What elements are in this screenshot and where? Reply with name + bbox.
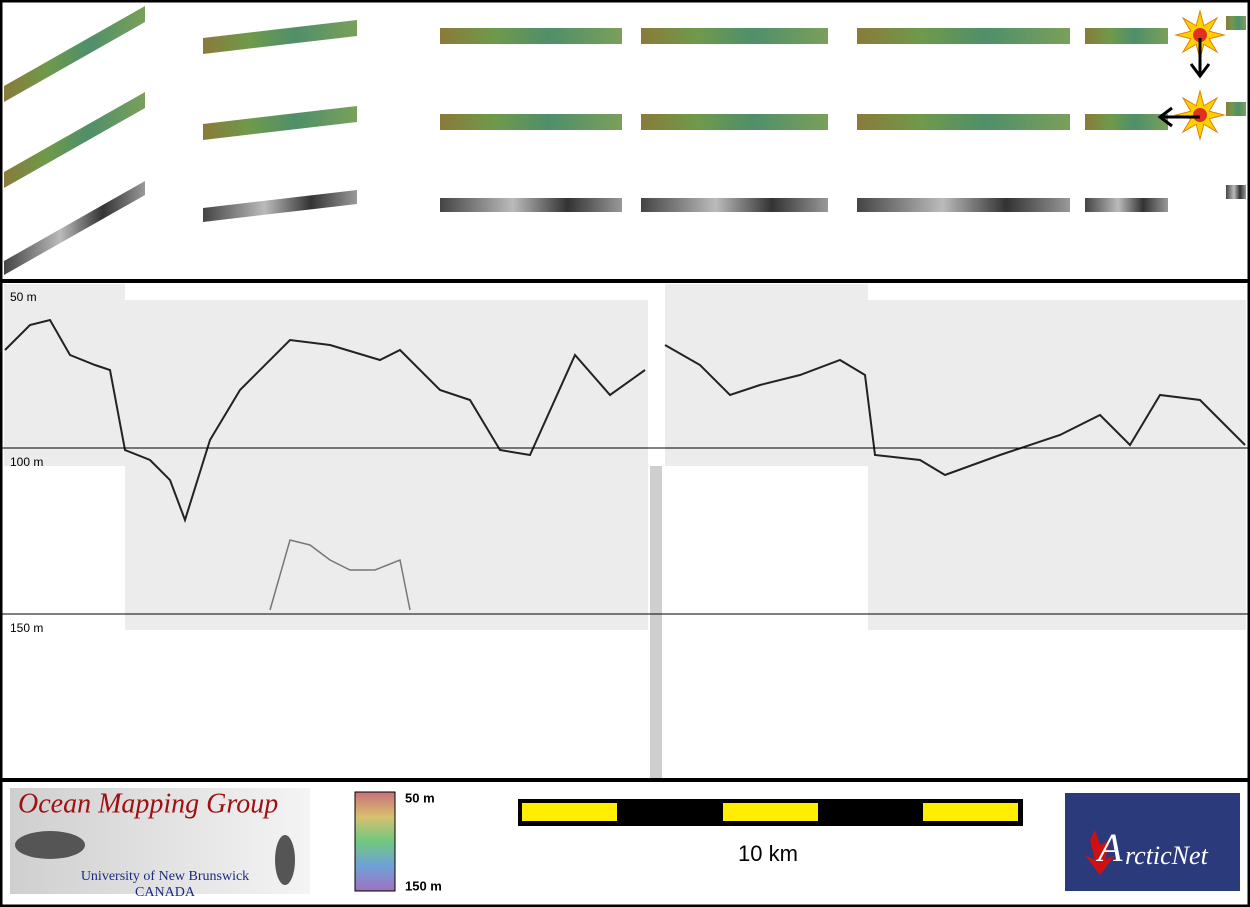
color-bar-top: 50 m	[405, 790, 435, 805]
swath-strip	[440, 28, 622, 44]
swath-strip	[641, 28, 828, 44]
echo-bg	[650, 466, 662, 778]
swath-strip	[1085, 28, 1168, 44]
swath-strip	[440, 114, 622, 130]
logo-university: University of New Brunswick	[81, 869, 249, 884]
depth-label: 100 m	[10, 455, 43, 469]
divider	[0, 778, 1250, 782]
marker-dot	[1193, 108, 1207, 122]
swath-strip	[203, 20, 357, 54]
footer: Ocean Mapping Group University of New Br…	[10, 788, 1240, 900]
swath-strip	[857, 198, 1070, 212]
swath-strip	[1226, 102, 1246, 116]
swath-strip	[4, 181, 145, 275]
echo-bg	[4, 284, 125, 466]
swath-strip	[1226, 185, 1246, 199]
echo-bg	[125, 300, 648, 630]
swath-strip	[857, 114, 1070, 130]
swath-strip	[4, 6, 145, 102]
swath-strip	[203, 190, 357, 222]
logo-title: Ocean Mapping Group	[18, 788, 278, 819]
scale-segment	[923, 803, 1018, 821]
logo-graphic	[275, 835, 295, 885]
seabed-profile	[664, 344, 1246, 477]
swath-strip	[1085, 114, 1168, 130]
swath-strip	[857, 28, 1070, 44]
scale-label: 10 km	[738, 841, 798, 866]
echo-bg	[868, 300, 1246, 630]
swath-strip	[4, 92, 145, 188]
scale-segment	[522, 803, 617, 821]
swath-strip	[1226, 16, 1246, 30]
color-bar-bottom: 150 m	[405, 878, 442, 893]
echogram-panel: 50 m 100 m 150 m	[0, 284, 1250, 778]
arrow	[1157, 106, 1200, 128]
logo-name: rcticNet	[1125, 841, 1209, 870]
maple-leaf	[1085, 830, 1115, 875]
divider	[0, 279, 1250, 283]
marker-dot	[1193, 28, 1207, 42]
swath-strip	[641, 198, 828, 212]
logo-country: CANADA	[135, 885, 196, 900]
echo-bg	[665, 284, 868, 466]
scale-segment	[723, 803, 818, 821]
color-bar	[354, 791, 396, 892]
logo-graphic	[15, 831, 85, 859]
swath-panel	[4, 6, 1246, 275]
seabed-profile	[4, 318, 646, 524]
swath-strip	[203, 106, 357, 140]
swath-strip	[440, 198, 622, 212]
logo-initial: A	[1095, 825, 1123, 870]
swath-strip	[1085, 198, 1168, 212]
water-column-echo	[269, 539, 411, 611]
arrow	[1189, 38, 1211, 79]
depth-label: 50 m	[10, 290, 37, 304]
depth-label: 150 m	[10, 621, 43, 635]
swath-strip	[641, 114, 828, 130]
